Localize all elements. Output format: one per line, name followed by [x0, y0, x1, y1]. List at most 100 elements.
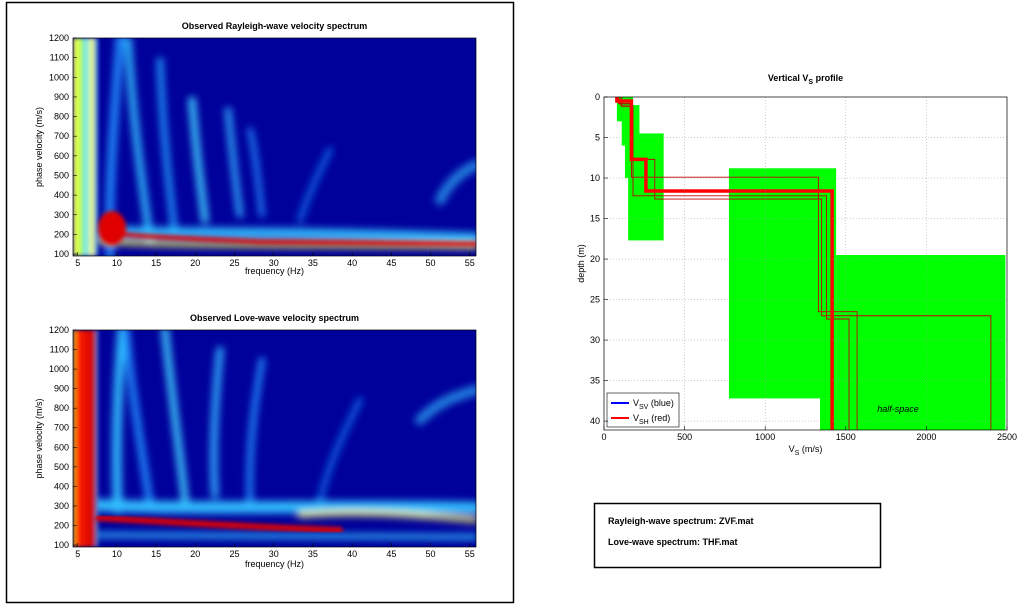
y-tick-label: 15	[590, 214, 600, 224]
x-tick-label: 0	[601, 432, 606, 442]
info-line: Love-wave spectrum: THF.mat	[608, 537, 738, 547]
y-axis-label: depth (m)	[576, 244, 586, 283]
x-tick-label: 20	[190, 258, 200, 268]
alternative-profile	[619, 97, 992, 430]
legend-label-part: SH	[639, 419, 649, 426]
x-tick-label: 25	[230, 258, 240, 268]
x-tick-label: 55	[465, 549, 475, 559]
legend-label: VSH (red)	[633, 413, 670, 426]
y-tick-label: 900	[54, 92, 69, 102]
x-axis-label-part: (m/s)	[799, 444, 822, 454]
y-tick-label: 0	[595, 92, 600, 102]
legend-label-part: V	[633, 398, 639, 408]
legend-label-part: V	[633, 413, 639, 423]
x-tick-label: 20	[190, 549, 200, 559]
y-tick-label: 500	[54, 462, 69, 472]
x-tick-label: 5	[75, 549, 80, 559]
y-axis-label: phase velocity (m/s)	[34, 107, 44, 187]
x-tick-label: 30	[269, 549, 279, 559]
spectrum-image	[73, 38, 476, 256]
y-tick-label: 35	[590, 376, 600, 386]
info-box	[593, 502, 882, 569]
x-tick-label: 10	[112, 258, 122, 268]
x-tick-label: 15	[151, 549, 161, 559]
y-tick-label: 20	[590, 254, 600, 264]
y-tick-label: 200	[54, 229, 69, 239]
annotation: half-space	[877, 404, 919, 414]
x-axis-label: VS (m/s)	[789, 444, 823, 457]
y-tick-label: 800	[54, 112, 69, 122]
legend-box	[606, 392, 680, 428]
y-tick-label: 25	[590, 295, 600, 305]
x-tick-label: 2500	[997, 432, 1017, 442]
y-tick-label: 10	[590, 173, 600, 183]
x-axis-label-part: S	[795, 450, 800, 457]
y-tick-label: 700	[54, 131, 69, 141]
x-tick-label: 45	[386, 549, 396, 559]
y-tick-label: 400	[54, 190, 69, 200]
x-tick-label: 50	[426, 258, 436, 268]
x-tick-label: 40	[347, 549, 357, 559]
x-tick-label: 500	[677, 432, 692, 442]
alternative-profile	[618, 97, 858, 430]
x-tick-label: 5	[75, 258, 80, 268]
y-tick-label: 1200	[49, 325, 69, 335]
x-tick-label: 30	[269, 258, 279, 268]
y-tick-label: 800	[54, 403, 69, 413]
y-axis-label: phase velocity (m/s)	[34, 398, 44, 478]
chart-title-part: S	[808, 79, 813, 86]
x-axis-label-part: V	[789, 444, 795, 454]
x-tick-label: 40	[347, 258, 357, 268]
y-tick-label: 300	[54, 210, 69, 220]
x-tick-label: 1500	[836, 432, 856, 442]
y-tick-label: 500	[54, 170, 69, 180]
axes-box	[72, 37, 477, 257]
x-tick-label: 50	[426, 549, 436, 559]
axes-box	[72, 329, 477, 548]
left-panel-border	[5, 1, 515, 604]
y-tick-label: 200	[54, 520, 69, 530]
y-tick-label: 900	[54, 384, 69, 394]
spectrum-image	[73, 330, 476, 547]
x-tick-label: 15	[151, 258, 161, 268]
y-tick-label: 700	[54, 423, 69, 433]
y-tick-label: 100	[54, 249, 69, 259]
x-tick-label: 45	[386, 258, 396, 268]
y-tick-label: 5	[595, 133, 600, 143]
info-line: Rayleigh-wave spectrum: ZVF.mat	[608, 516, 754, 526]
y-tick-label: 600	[54, 151, 69, 161]
y-tick-label: 1000	[49, 72, 69, 82]
plot-content	[615, 97, 1006, 430]
y-tick-label: 40	[590, 416, 600, 426]
y-tick-label: 100	[54, 540, 69, 550]
chart-title: Observed Rayleigh-wave velocity spectrum	[182, 21, 368, 31]
x-tick-label: 35	[308, 258, 318, 268]
legend-label: VSV (blue)	[633, 398, 674, 411]
legend-label-part: (red)	[649, 413, 671, 423]
legend-label-part: (blue)	[648, 398, 674, 408]
chart-title: Vertical VS profile	[768, 73, 843, 86]
x-axis-label: frequency (Hz)	[245, 559, 304, 569]
search-range	[820, 398, 851, 430]
alternative-profile	[621, 97, 850, 430]
x-tick-label: 10	[112, 549, 122, 559]
x-tick-label: 2000	[916, 432, 936, 442]
chart-title: Observed Love-wave velocity spectrum	[190, 313, 359, 323]
y-tick-label: 1000	[49, 364, 69, 374]
y-tick-label: 1100	[50, 53, 69, 63]
chart-title-part: Vertical V	[768, 73, 809, 83]
y-tick-label: 30	[590, 335, 600, 345]
y-tick-label: 300	[54, 501, 69, 511]
x-tick-label: 35	[308, 549, 318, 559]
search-range	[728, 168, 837, 399]
legend-label-part: SV	[639, 404, 649, 411]
y-tick-label: 400	[54, 481, 69, 491]
y-tick-label: 1100	[50, 345, 69, 355]
y-tick-label: 1200	[49, 33, 69, 43]
x-tick-label: 25	[230, 549, 240, 559]
x-axis-label: frequency (Hz)	[245, 266, 304, 276]
axes-box	[603, 96, 1008, 431]
x-tick-label: 1000	[755, 432, 775, 442]
